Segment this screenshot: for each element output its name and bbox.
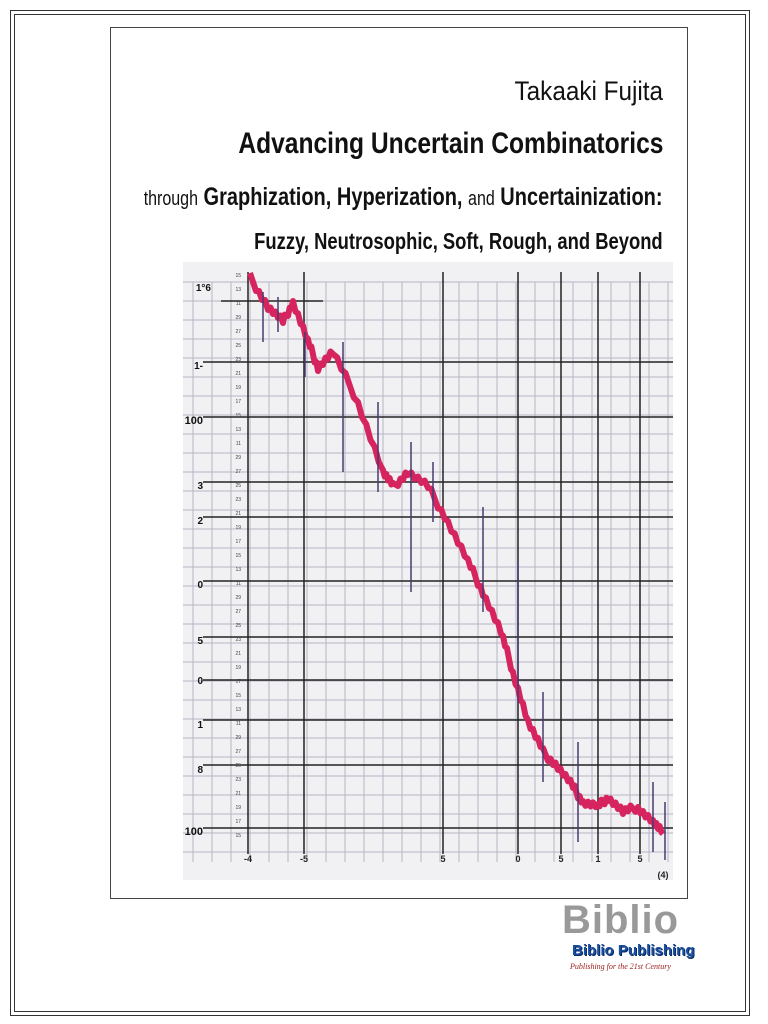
data-curve [247, 272, 666, 836]
outer-border-inner [14, 14, 746, 1012]
tick-label: 27 [235, 749, 241, 755]
tick-label: 27 [235, 329, 241, 335]
cover-illustration-graph: 1°6 1- 100 3 2 0 5 0 1 8 100 -4 -5 5 0 5 1 5 (4) 15 13 11 29 27… [183, 262, 673, 880]
left-axis-label: 0 [197, 580, 203, 591]
tick-label: 29 [235, 315, 241, 321]
left-axis-label: 1- [194, 361, 203, 372]
tick-label: 13 [235, 427, 241, 433]
left-axis-label: 1 [197, 720, 203, 731]
tick-label: 11 [236, 581, 241, 587]
tick-label: 27 [235, 609, 241, 615]
tick-label: 21 [235, 511, 241, 517]
tick-label: 13 [235, 287, 241, 293]
tick-label: 13 [235, 707, 241, 713]
subtitle-word: Hyperization, [337, 183, 463, 211]
book-title: Advancing Uncertain Combinatorics [237, 127, 663, 160]
left-axis-label: 100 [185, 826, 203, 838]
publisher-name: Biblio Publishing [572, 942, 695, 959]
left-axis-label: 8 [197, 765, 203, 776]
cover-frame [110, 27, 688, 899]
tick-label: 27 [235, 469, 241, 475]
tick-label: 13 [235, 567, 241, 573]
tick-label: 23 [235, 357, 241, 363]
tick-label: 17 [235, 399, 241, 405]
tick-label: 19 [235, 665, 241, 671]
author-name: Takaaki Fujita [514, 76, 663, 106]
tick-label: 15 [235, 273, 241, 279]
logo-watermark: Biblio [562, 898, 680, 942]
subtitle-word: through [144, 188, 199, 210]
tick-label: 15 [235, 553, 241, 559]
outer-border [10, 10, 750, 1016]
subtitle-word: and [468, 188, 496, 210]
left-axis-label: 2 [197, 516, 203, 527]
bottom-axis-label: -4 [244, 854, 252, 864]
tick-label: 29 [235, 735, 241, 741]
tick-label: 25 [235, 483, 241, 489]
tick-label: 19 [235, 385, 241, 391]
tick-label: 15 [235, 413, 241, 419]
tick-label: 25 [235, 623, 241, 629]
publisher-tagline: Publishing for the 21st Century [570, 962, 671, 971]
bottom-axis-label: 1 [595, 854, 600, 864]
subtitle-word: Graphization, [203, 183, 332, 211]
tick-label: 25 [235, 763, 241, 769]
tick-label: 21 [235, 371, 241, 377]
tick-label: 29 [235, 455, 241, 461]
left-axis-label: 1°6 [196, 283, 212, 294]
tick-label: 17 [235, 819, 241, 825]
tick-label: 11 [236, 441, 241, 447]
publisher-logo: Biblio Biblio Publishing Publishing for … [560, 900, 720, 980]
tick-label: 17 [235, 539, 241, 545]
tick-label: 15 [235, 693, 241, 699]
left-axis-label: 100 [185, 415, 203, 427]
bottom-axis-label: 0 [515, 854, 520, 864]
subtitle-line-2: Fuzzy, Neutrosophic, Soft, Rough, and Be… [254, 228, 663, 254]
bottom-axis-label: 5 [558, 854, 563, 864]
subtitle-word: Uncertainization: [500, 183, 663, 211]
tick-label: 29 [235, 595, 241, 601]
tick-label: 25 [235, 343, 241, 349]
tick-label: 23 [235, 497, 241, 503]
left-axis-label: 5 [197, 636, 203, 647]
tick-label: 15 [235, 833, 241, 839]
tick-label: 21 [235, 651, 241, 657]
tick-label: 19 [235, 805, 241, 811]
bottom-axis-label: -5 [300, 854, 308, 864]
left-axis-label: 3 [197, 481, 203, 492]
bottom-axis-label: (4) [658, 870, 669, 880]
tick-label: 23 [235, 637, 241, 643]
tick-label: 23 [235, 777, 241, 783]
tick-label: 19 [235, 525, 241, 531]
tick-label: 11 [236, 301, 241, 307]
tick-label: 21 [235, 791, 241, 797]
bottom-axis-label: 5 [440, 854, 445, 864]
tick-label: 11 [236, 721, 241, 727]
tick-label: 17 [235, 679, 241, 685]
bottom-axis-label: 5 [637, 854, 642, 864]
left-axis-label: 0 [197, 676, 203, 687]
subtitle-line-1: through Graphization, Hyperization, and … [144, 183, 663, 212]
